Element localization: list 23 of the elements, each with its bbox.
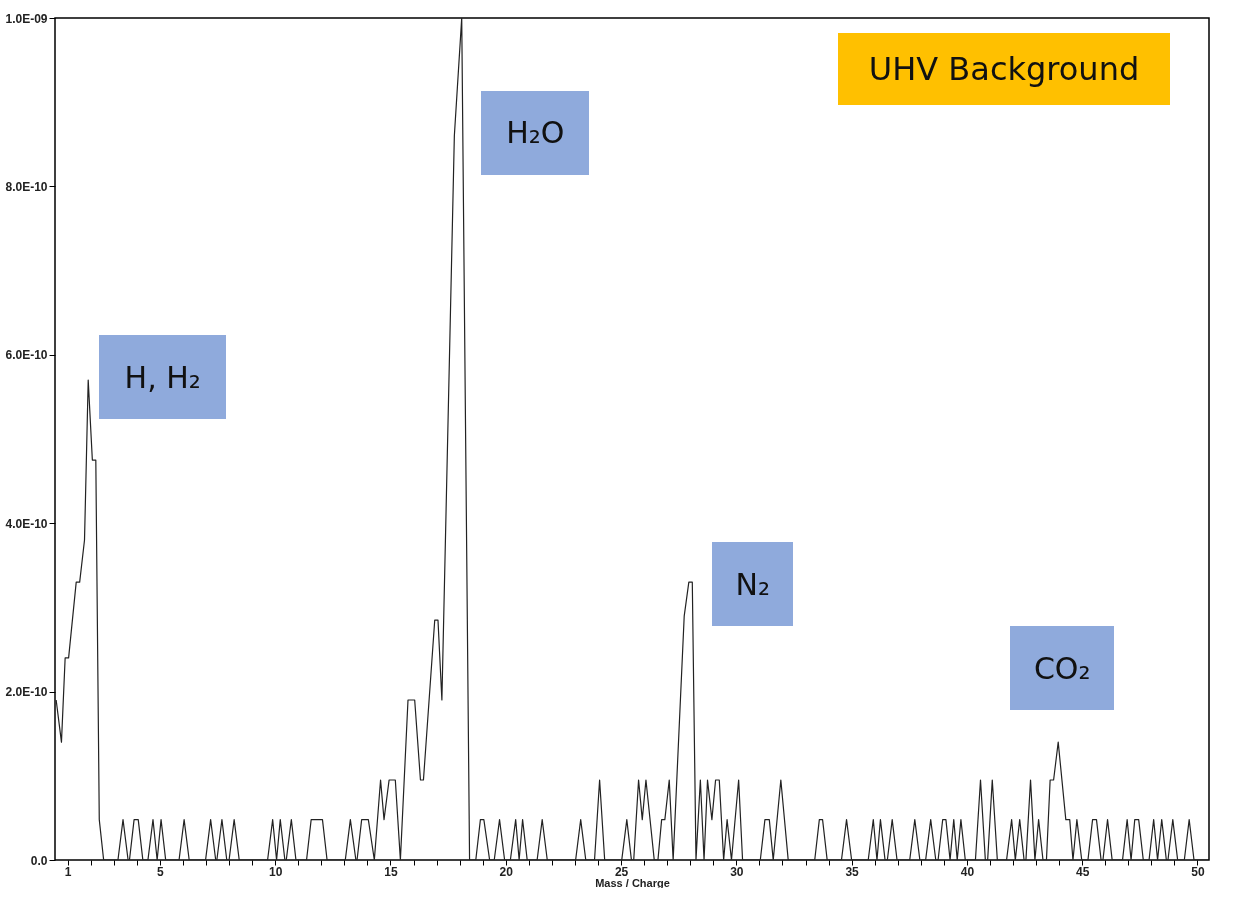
y-tick-label: 1.0E-09 <box>5 11 48 26</box>
x-tick-label: 1 <box>64 864 72 879</box>
y-tick-label: 8.0E-10 <box>5 179 48 194</box>
annotation: H₂O <box>481 90 590 175</box>
annotation: H, H₂ <box>99 335 227 420</box>
annotation: UHV Background <box>838 33 1170 105</box>
annotation: N₂ <box>712 542 794 627</box>
x-tick-label: 20 <box>499 864 514 879</box>
x-tick-label: 50 <box>1191 864 1205 879</box>
annotation: CO₂ <box>1010 626 1115 711</box>
y-tick-label: 4.0E-10 <box>5 516 48 531</box>
x-tick-label: 45 <box>1076 864 1090 879</box>
x-axis-title: Mass / Charge <box>595 876 670 889</box>
y-tick-label: 2.0E-10 <box>5 685 48 700</box>
y-tick-label: 0.0 <box>30 853 48 868</box>
x-tick-label: 10 <box>269 864 283 879</box>
x-tick-label: 40 <box>960 864 975 879</box>
x-tick-label: 35 <box>845 864 860 879</box>
y-tick-label: 6.0E-10 <box>5 348 48 363</box>
x-tick-label: 5 <box>157 864 165 879</box>
x-tick-label: 30 <box>730 864 744 879</box>
x-tick-label: 25 <box>614 864 629 879</box>
x-tick-label: 15 <box>384 864 398 879</box>
